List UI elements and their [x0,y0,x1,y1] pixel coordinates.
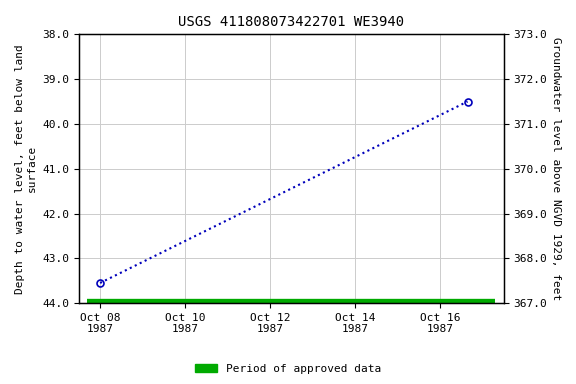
Y-axis label: Groundwater level above NGVD 1929, feet: Groundwater level above NGVD 1929, feet [551,37,561,300]
Legend: Period of approved data: Period of approved data [191,359,385,379]
Y-axis label: Depth to water level, feet below land
surface: Depth to water level, feet below land su… [15,44,37,294]
Title: USGS 411808073422701 WE3940: USGS 411808073422701 WE3940 [178,15,404,29]
